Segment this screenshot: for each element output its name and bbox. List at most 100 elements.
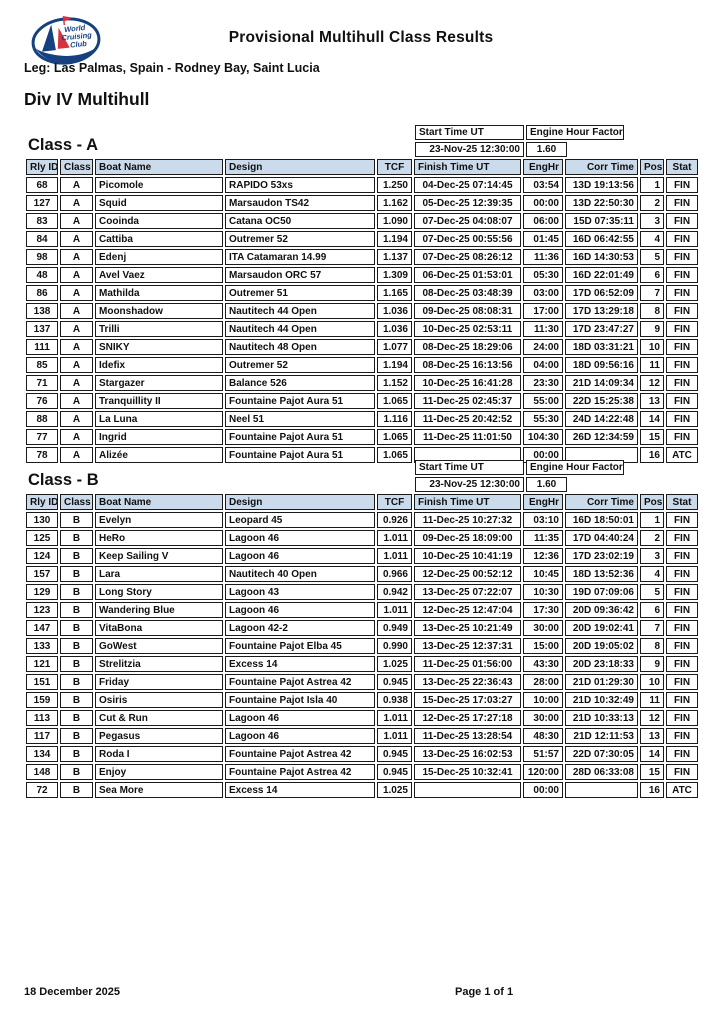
cell-enghr: 06:00 xyxy=(523,213,563,229)
cell-enghr: 55:00 xyxy=(523,393,563,409)
cell-pos: 12 xyxy=(640,375,664,391)
cell-enghr: 11:35 xyxy=(523,530,563,546)
cell-class: B xyxy=(60,674,93,690)
cell-corr-time: 20D 19:02:41 xyxy=(565,620,638,636)
cell-corr-time: 21D 12:11:53 xyxy=(565,728,638,744)
cell-boat-name: SNIKY xyxy=(95,339,223,355)
cell-tcf: 0.949 xyxy=(377,620,412,636)
table-header-row: Rly ID Class Boat Name Design TCF Finish… xyxy=(26,494,698,510)
cell-corr-time: 16D 14:30:53 xyxy=(565,249,638,265)
cell-pos: 9 xyxy=(640,321,664,337)
cell-finish-time: 09-Dec-25 08:08:31 xyxy=(414,303,521,319)
cell-corr-time: 20D 23:18:33 xyxy=(565,656,638,672)
table-row: 147 B VitaBona Lagoon 42-2 0.949 13-Dec-25 10… xyxy=(26,620,698,636)
cell-boat-name: VitaBona xyxy=(95,620,223,636)
cell-stat: FIN xyxy=(666,375,698,391)
cell-tcf: 1.162 xyxy=(377,195,412,211)
cell-tcf: 1.090 xyxy=(377,213,412,229)
cell-stat: FIN xyxy=(666,249,698,265)
table-row: 76 A Tranquillity II Fountaine Pajot Aura 5… xyxy=(26,393,698,409)
cell-finish-time: 10-Dec-25 02:53:11 xyxy=(414,321,521,337)
cell-stat: FIN xyxy=(666,411,698,427)
cell-class: B xyxy=(60,548,93,564)
col-header-stat: Stat xyxy=(666,494,698,510)
cell-pos: 15 xyxy=(640,429,664,445)
cell-design: Nautitech 48 Open xyxy=(225,339,375,355)
cell-boat-name: Lara xyxy=(95,566,223,582)
logo-text-cruising: Cruising xyxy=(61,30,93,42)
cell-stat: FIN xyxy=(666,746,698,762)
cell-pos: 2 xyxy=(640,530,664,546)
table-row: 134 B Roda I Fountaine Pajot Astrea 42 0.945… xyxy=(26,746,698,762)
cell-stat: FIN xyxy=(666,548,698,564)
logo-text-world: World xyxy=(64,23,86,34)
cell-rly-id: 72 xyxy=(26,782,58,798)
cell-design: Fountaine Pajot Astrea 42 xyxy=(225,674,375,690)
table-row: 77 A Ingrid Fountaine Pajot Aura 51 1.065 11-… xyxy=(26,429,698,445)
cell-tcf: 1.011 xyxy=(377,530,412,546)
cell-tcf: 1.011 xyxy=(377,548,412,564)
cell-design: Lagoon 46 xyxy=(225,530,375,546)
table-row: 71 A Stargazer Balance 526 1.152 10-Dec-25 16… xyxy=(26,375,698,391)
cell-tcf: 1.165 xyxy=(377,285,412,301)
division-title: Div IV Multihull xyxy=(24,89,150,109)
cell-class: A xyxy=(60,429,93,445)
col-header-tcf: TCF xyxy=(377,159,412,175)
cell-rly-id: 85 xyxy=(26,357,58,373)
col-header-boat: Boat Name xyxy=(95,159,223,175)
cell-boat-name: Trilli xyxy=(95,321,223,337)
cell-corr-time: 21D 01:29:30 xyxy=(565,674,638,690)
cell-rly-id: 123 xyxy=(26,602,58,618)
cell-boat-name: Stargazer xyxy=(95,375,223,391)
cell-class: A xyxy=(60,177,93,193)
table-row: 113 B Cut & Run Lagoon 46 1.011 12-Dec-25 17:… xyxy=(26,710,698,726)
cell-rly-id: 88 xyxy=(26,411,58,427)
cell-enghr: 10:45 xyxy=(523,566,563,582)
cell-boat-name: Cooinda xyxy=(95,213,223,229)
cell-enghr: 24:00 xyxy=(523,339,563,355)
col-header-class: Class xyxy=(60,494,93,510)
cell-boat-name: Long Story xyxy=(95,584,223,600)
cell-pos: 3 xyxy=(640,548,664,564)
table-row: 157 B Lara Nautitech 40 Open 0.966 12-Dec-25 … xyxy=(26,566,698,582)
cell-rly-id: 78 xyxy=(26,447,58,463)
cell-finish-time: 11-Dec-25 11:01:50 xyxy=(414,429,521,445)
class-a-title: Class - A xyxy=(28,136,98,154)
cell-tcf: 1.065 xyxy=(377,393,412,409)
cell-boat-name: Idefix xyxy=(95,357,223,373)
cell-tcf: 1.036 xyxy=(377,321,412,337)
col-header-rly-id: Rly ID xyxy=(26,494,58,510)
cell-boat-name: Ingrid xyxy=(95,429,223,445)
cell-enghr: 17:00 xyxy=(523,303,563,319)
engine-hour-factor-label: Engine Hour Factor xyxy=(526,460,624,475)
cell-corr-time: 17D 13:29:18 xyxy=(565,303,638,319)
cell-class: A xyxy=(60,357,93,373)
table-row: 124 B Keep Sailing V Lagoon 46 1.011 10-Dec-2… xyxy=(26,548,698,564)
cell-stat: FIN xyxy=(666,213,698,229)
cell-pos: 4 xyxy=(640,231,664,247)
cell-boat-name: Strelitzia xyxy=(95,656,223,672)
cell-class: A xyxy=(60,195,93,211)
cell-rly-id: 138 xyxy=(26,303,58,319)
cell-corr-time: 16D 22:01:49 xyxy=(565,267,638,283)
cell-design: Nautitech 44 Open xyxy=(225,321,375,337)
cell-boat-name: La Luna xyxy=(95,411,223,427)
table-header-row: Rly ID Class Boat Name Design TCF Finish… xyxy=(26,159,698,175)
class-b-info-box: Start Time UT Engine Hour Factor 23-Nov-… xyxy=(415,460,624,494)
cell-finish-time: 13-Dec-25 16:02:53 xyxy=(414,746,521,762)
col-header-stat: Stat xyxy=(666,159,698,175)
cell-class: B xyxy=(60,620,93,636)
cell-corr-time: 13D 19:13:56 xyxy=(565,177,638,193)
cell-rly-id: 77 xyxy=(26,429,58,445)
cell-finish-time: 12-Dec-25 12:47:04 xyxy=(414,602,521,618)
cell-tcf: 0.945 xyxy=(377,674,412,690)
cell-pos: 15 xyxy=(640,764,664,780)
cell-tcf: 1.309 xyxy=(377,267,412,283)
cell-finish-time: 15-Dec-25 10:32:41 xyxy=(414,764,521,780)
cell-finish-time: 05-Dec-25 12:39:35 xyxy=(414,195,521,211)
cell-corr-time: 28D 06:33:08 xyxy=(565,764,638,780)
cell-pos: 1 xyxy=(640,177,664,193)
cell-pos: 6 xyxy=(640,267,664,283)
cell-stat: FIN xyxy=(666,231,698,247)
start-time-label: Start Time UT xyxy=(415,460,524,475)
